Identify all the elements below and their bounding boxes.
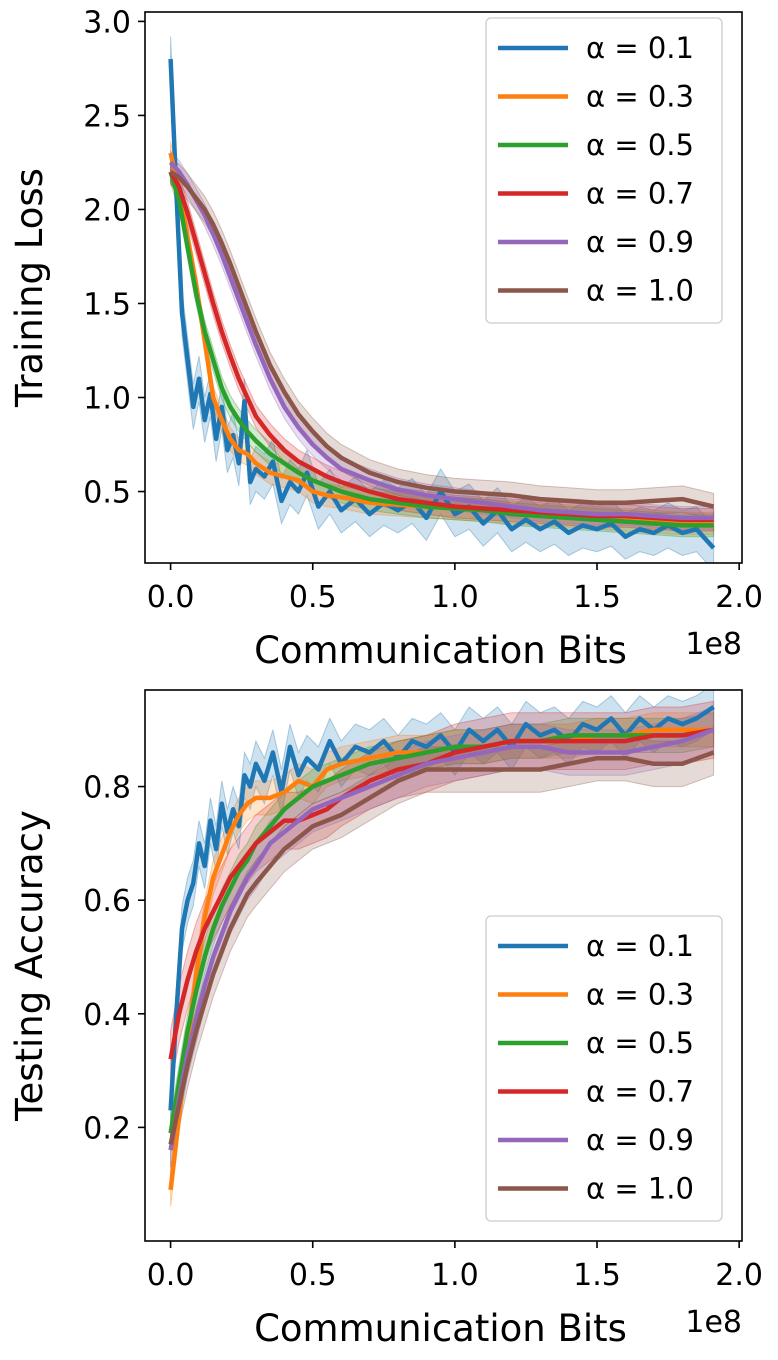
axes-frame-loss [144, 11, 743, 564]
legend-label-loss-0: α = 0.1 [586, 31, 694, 65]
legend-label-loss-5: α = 1.0 [586, 274, 694, 308]
x-axis-label-loss: Communication Bits [254, 629, 627, 672]
y-axis-label-acc: Testing Accuracy [8, 810, 51, 1122]
y-tick-label-loss-2: 1.5 [83, 287, 131, 322]
confidence-band-loss-3 [170, 158, 715, 532]
confidence-band-acc-5 [170, 729, 715, 1168]
series-line-loss-2 [168, 171, 714, 528]
axes-frame-acc [144, 689, 743, 1242]
x-tick-label-loss-2: 1.0 [431, 580, 479, 615]
x-tick-label-acc-3: 1.5 [573, 1258, 621, 1293]
y-tick-label-loss-0: 0.5 [83, 476, 131, 511]
testing-accuracy-panel: 0.0 0.5 1.0 1.5 2.0 0.2 0.4 0.6 0.8 Communication… [8, 689, 763, 1350]
legend-loss: α = 0.1 α = 0.3 α = 0.5 α = 0.7 α = 0.9 α = 1… [485, 17, 723, 324]
series-line-acc-2 [168, 727, 714, 1134]
x-tick-label-loss-4: 2.0 [715, 580, 763, 615]
legend-label-loss-1: α = 0.3 [586, 80, 694, 114]
x-offset-label-acc: 1e8 [685, 1305, 742, 1340]
y-tick-label-acc-3: 0.8 [83, 771, 131, 806]
legend-label-loss-4: α = 0.9 [586, 225, 694, 259]
y-tick-label-loss-1: 1.0 [83, 382, 131, 417]
series-line-acc-3 [168, 727, 714, 1060]
y-tick-label-loss-4: 2.5 [83, 99, 131, 134]
x-tick-label-acc-2: 1.0 [431, 1258, 479, 1293]
legend-label-acc-2: α = 0.5 [586, 1026, 694, 1060]
series-line-acc-5 [168, 750, 715, 1145]
legend-label-acc-5: α = 1.0 [586, 1172, 694, 1206]
y-tick-label-acc-0: 0.2 [83, 1111, 131, 1146]
series-line-acc-4 [168, 727, 715, 1151]
x-tick-label-acc-0: 0.0 [147, 1258, 195, 1293]
y-tick-label-loss-3: 2.0 [83, 193, 131, 228]
legend-label-acc-1: α = 0.3 [586, 978, 694, 1012]
legend-acc: α = 0.1 α = 0.3 α = 0.5 α = 0.7 α = 0.9 α = 1… [485, 915, 723, 1222]
x-tick-label-acc-1: 0.5 [289, 1258, 337, 1293]
x-tick-label-loss-0: 0.0 [147, 580, 195, 615]
x-tick-label-loss-1: 0.5 [289, 580, 337, 615]
series-line-acc-0 [168, 705, 715, 1111]
y-tick-label-acc-2: 0.6 [83, 884, 131, 919]
y-tick-label-acc-1: 0.4 [83, 998, 131, 1033]
legend-label-acc-4: α = 0.9 [586, 1123, 694, 1157]
legend-label-loss-3: α = 0.7 [586, 177, 694, 211]
legend-label-acc-0: α = 0.1 [586, 929, 694, 963]
series-line-loss-5 [169, 169, 715, 509]
y-axis-label-loss: Training Loss [8, 168, 51, 408]
confidence-band-acc-1 [170, 712, 715, 1207]
training-loss-panel: 0.0 0.5 1.0 1.5 2.0 0.5 1.0 1.5 2.0 2.5 3.0 Communi… [8, 5, 763, 672]
y-tick-label-loss-5: 3.0 [83, 5, 131, 40]
plot-area-loss [168, 36, 716, 563]
confidence-band-acc-3 [170, 700, 715, 1088]
series-line-loss-4 [168, 160, 714, 521]
x-tick-label-loss-3: 1.5 [573, 580, 621, 615]
x-axis-label-acc: Communication Bits [254, 1307, 627, 1350]
plot-area-acc [168, 690, 715, 1207]
legend-label-loss-2: α = 0.5 [586, 128, 694, 162]
x-tick-label-acc-4: 2.0 [715, 1258, 763, 1293]
legend-label-acc-3: α = 0.7 [586, 1075, 694, 1109]
x-offset-label-loss: 1e8 [685, 627, 742, 662]
